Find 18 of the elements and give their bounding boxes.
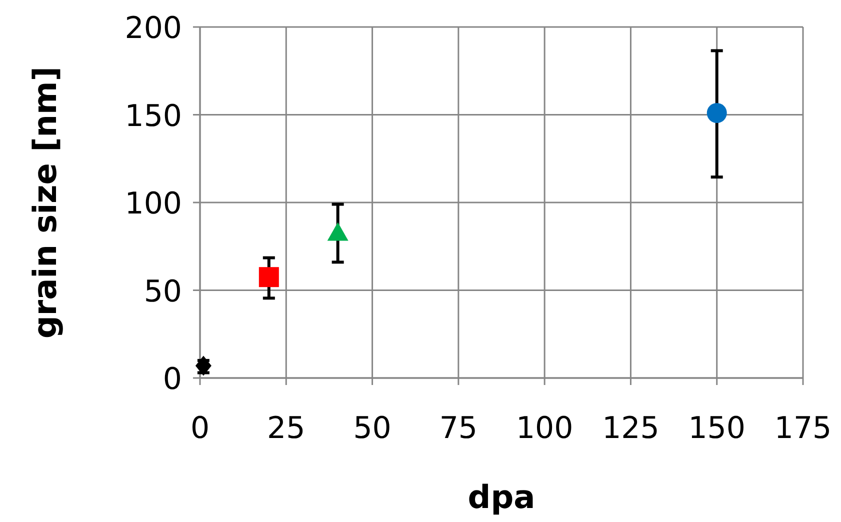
x-tick-label: 150 (688, 411, 746, 446)
x-axis-title: dpa (468, 478, 536, 516)
y-tick-label: 50 (144, 274, 182, 310)
x-tick-label: 75 (439, 411, 478, 446)
x-tick-label: 100 (516, 411, 574, 446)
x-tick-label: 125 (602, 411, 660, 446)
y-tick-label: 150 (124, 98, 182, 134)
x-tick-label: 50 (353, 411, 392, 446)
x-tick-label: 25 (267, 411, 306, 446)
x-tick-label: 0 (190, 411, 210, 446)
y-tick-label: 200 (124, 11, 182, 46)
point (706, 102, 727, 123)
x-tick-label: 175 (774, 411, 832, 446)
y-tick-label: 0 (162, 362, 182, 397)
point (258, 267, 279, 288)
y-axis-title: grain size [nm] (26, 66, 64, 339)
point (195, 356, 212, 376)
y-tick-label: 100 (124, 186, 182, 222)
